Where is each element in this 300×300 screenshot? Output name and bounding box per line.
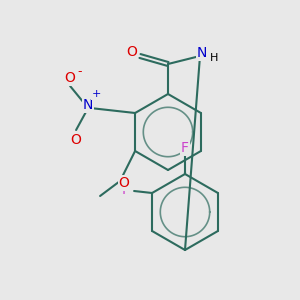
Text: F: F — [122, 183, 130, 197]
Text: N: N — [83, 98, 93, 112]
Text: O: O — [71, 133, 82, 147]
Text: H: H — [210, 53, 218, 63]
Text: F: F — [181, 141, 189, 155]
Text: N: N — [197, 46, 207, 60]
Text: O: O — [65, 71, 76, 85]
Text: O: O — [119, 176, 130, 190]
Text: O: O — [127, 45, 137, 59]
Text: +: + — [92, 89, 101, 99]
Text: -: - — [78, 65, 82, 79]
